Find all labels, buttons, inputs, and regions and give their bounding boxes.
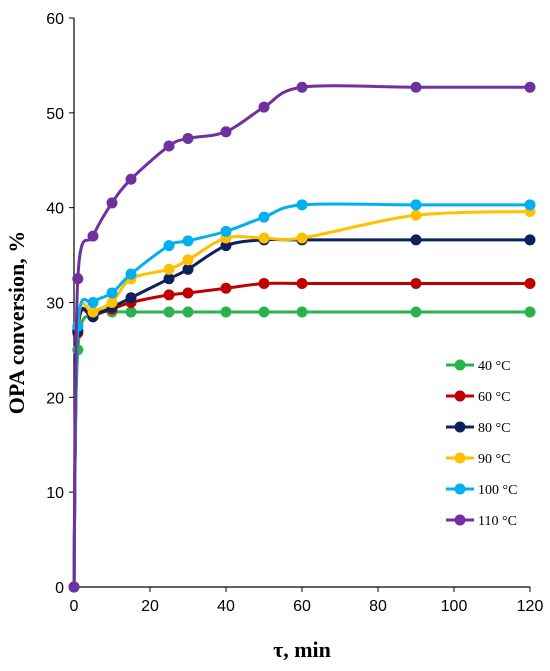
- legend-label: 90 °C: [478, 452, 510, 467]
- x-tick-label: 60: [293, 598, 311, 615]
- legend-label: 110 °C: [478, 514, 517, 529]
- x-axis-title: τ, min: [273, 637, 331, 662]
- series-line: [72, 238, 530, 588]
- data-point: [296, 232, 308, 244]
- data-point: [410, 199, 422, 211]
- x-tick-label: 80: [369, 598, 387, 615]
- x-tick-label: 100: [441, 598, 468, 615]
- data-point: [87, 297, 99, 308]
- data-point: [182, 306, 194, 318]
- data-point: [410, 234, 422, 246]
- legend-item: 80 °C: [446, 421, 510, 436]
- data-point: [182, 132, 194, 144]
- data-point: [258, 306, 270, 318]
- data-point: [125, 292, 137, 304]
- legend-label: 60 °C: [478, 390, 510, 405]
- legend-swatch-marker: [454, 514, 466, 526]
- data-point: [296, 278, 308, 290]
- series-line: [72, 84, 530, 588]
- data-point: [220, 240, 232, 252]
- data-point: [258, 278, 270, 290]
- data-point: [220, 282, 232, 294]
- data-point: [524, 234, 536, 246]
- legend-label: 100 °C: [478, 483, 517, 498]
- y-tick-label: 50: [46, 106, 64, 123]
- data-point: [163, 140, 175, 152]
- series-line: [72, 281, 530, 588]
- y-axis-title: OPA conversion, %: [4, 231, 29, 415]
- data-point: [258, 211, 270, 223]
- series-line: [72, 309, 531, 588]
- data-point: [296, 81, 308, 93]
- data-point: [410, 209, 422, 221]
- data-point: [163, 289, 175, 301]
- data-point: [258, 232, 270, 244]
- data-point: [87, 230, 99, 242]
- data-point: [106, 287, 118, 299]
- legend-item: 90 °C: [446, 452, 510, 467]
- series-layer: [68, 81, 536, 593]
- data-point: [220, 225, 232, 237]
- legend-label: 40 °C: [478, 359, 510, 374]
- series-5: [68, 81, 536, 593]
- x-tick-label: 40: [217, 598, 235, 615]
- x-tick-label: 0: [70, 598, 79, 615]
- data-point: [163, 306, 175, 318]
- data-point: [163, 240, 175, 252]
- y-tick-label: 40: [46, 201, 64, 218]
- data-point: [524, 306, 536, 318]
- series-0: [68, 306, 536, 593]
- data-point: [72, 273, 84, 285]
- legend-item: 100 °C: [446, 483, 517, 498]
- data-point: [220, 126, 232, 138]
- y-tick-label: 20: [46, 390, 64, 407]
- legend-item: 40 °C: [446, 359, 510, 374]
- y-tick-label: 10: [46, 485, 64, 502]
- legend-item: 110 °C: [446, 514, 517, 529]
- data-point: [163, 273, 175, 285]
- legend-label: 80 °C: [478, 421, 510, 436]
- data-point: [296, 199, 308, 211]
- data-point: [524, 199, 536, 211]
- data-point: [410, 278, 422, 290]
- data-point: [410, 81, 422, 93]
- legend-swatch-marker: [454, 421, 466, 433]
- data-point: [258, 101, 270, 113]
- y-tick-label: 60: [46, 11, 64, 28]
- legend: 40 °C 60 °C 80 °C 90 °C 100 °C 110 °C: [446, 359, 517, 529]
- legend-swatch-marker: [454, 390, 466, 402]
- data-point: [106, 197, 118, 209]
- x-tick-label: 120: [517, 598, 544, 615]
- data-point: [163, 263, 175, 275]
- data-point: [524, 278, 536, 290]
- data-point: [125, 268, 137, 280]
- data-point: [182, 263, 194, 275]
- data-point: [182, 235, 194, 247]
- y-tick-label: 30: [46, 296, 64, 313]
- data-point: [182, 287, 194, 299]
- series-3: [68, 205, 536, 593]
- data-point: [524, 81, 536, 93]
- data-point: [410, 306, 422, 318]
- data-point: [125, 306, 137, 318]
- data-point: [125, 173, 137, 185]
- data-point: [87, 306, 99, 318]
- legend-swatch-marker: [454, 483, 466, 495]
- series-1: [68, 278, 536, 593]
- data-point: [220, 306, 232, 318]
- axes: 0 10 20 30 40 50 60 0 20 40 60 80 100 120: [46, 11, 543, 615]
- data-point: [106, 297, 118, 308]
- data-point: [296, 306, 308, 318]
- data-point: [68, 581, 80, 593]
- y-tick-label: 0: [55, 580, 64, 597]
- data-point: [182, 254, 194, 266]
- legend-swatch-marker: [454, 359, 466, 371]
- legend-item: 60 °C: [446, 390, 510, 405]
- legend-swatch-marker: [454, 452, 466, 464]
- x-tick-label: 20: [141, 598, 159, 615]
